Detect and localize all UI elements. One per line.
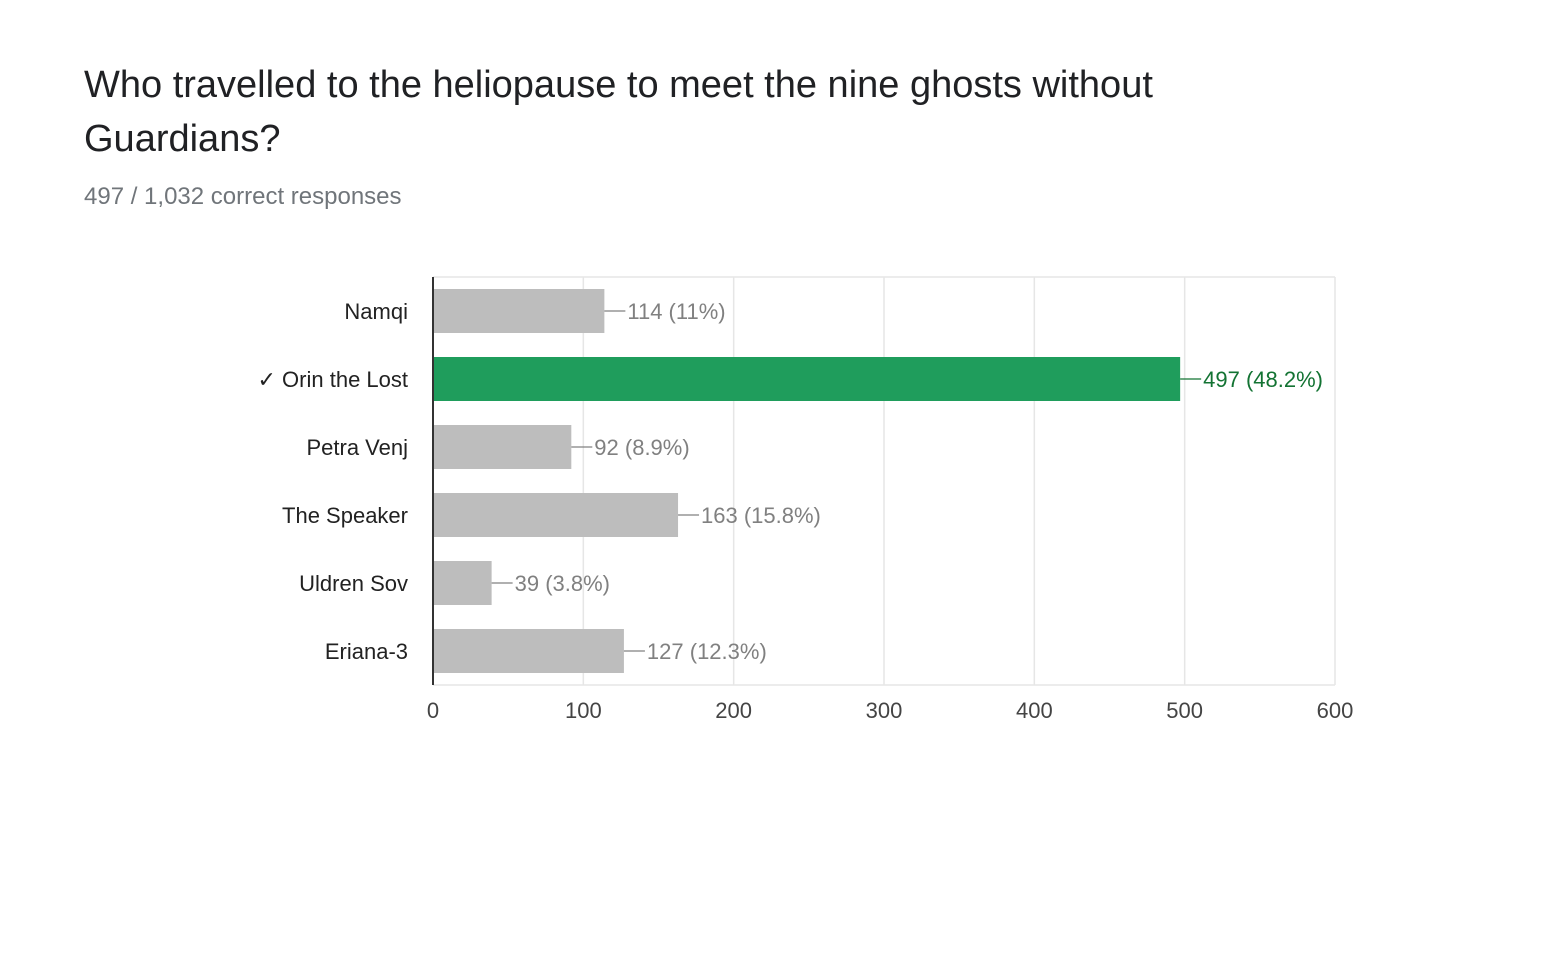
x-tick-label: 500 [1166,698,1203,723]
data-label: 163 (15.8%) [701,503,821,528]
category-label: Petra Venj [306,435,408,460]
category-label: Namqi [344,299,408,324]
category-label: Eriana-3 [325,639,408,664]
category-name: Orin the Lost [282,367,408,392]
data-label: 39 (3.8%) [515,571,610,596]
response-summary: 497 / 1,032 correct responses [84,183,402,210]
category-name: The Speaker [282,503,408,528]
data-label: 114 (11%) [627,299,725,324]
x-tick-label: 300 [866,698,903,723]
bar-orin-the-lost [433,357,1181,401]
x-tick-label: 0 [427,698,439,723]
x-tick-label: 400 [1016,698,1053,723]
data-label: 127 (12.3%) [647,639,767,664]
bars [433,289,1202,673]
bar-eriana-3 [433,629,624,673]
category-name: Eriana-3 [325,639,408,664]
x-tick-label: 100 [565,698,602,723]
bar-petra-venj [433,425,572,469]
category-name: Namqi [344,299,408,324]
correct-check-icon: ✓ [257,367,275,392]
category-label: Uldren Sov [299,571,408,596]
data-label: 92 (8.9%) [594,435,689,460]
category-label: The Speaker [282,503,408,528]
question-title: Who travelled to the heliopause to meet … [84,64,1153,160]
bar-the-speaker [433,493,679,537]
category-name: Petra Venj [306,435,408,460]
grid-lines [433,276,1336,686]
bar-namqi [433,289,605,333]
category-label: ✓ Orin the Lost [257,367,408,392]
labels: 0 100 200 300 400 500 600 114 (11%) Namqi 497 (48… [257,299,1353,723]
category-name: Uldren Sov [299,571,408,596]
data-label: 497 (48.2%) [1203,367,1323,392]
bar-uldren-sov [433,561,492,605]
x-tick-label: 200 [715,698,752,723]
x-tick-label: 600 [1317,698,1354,723]
